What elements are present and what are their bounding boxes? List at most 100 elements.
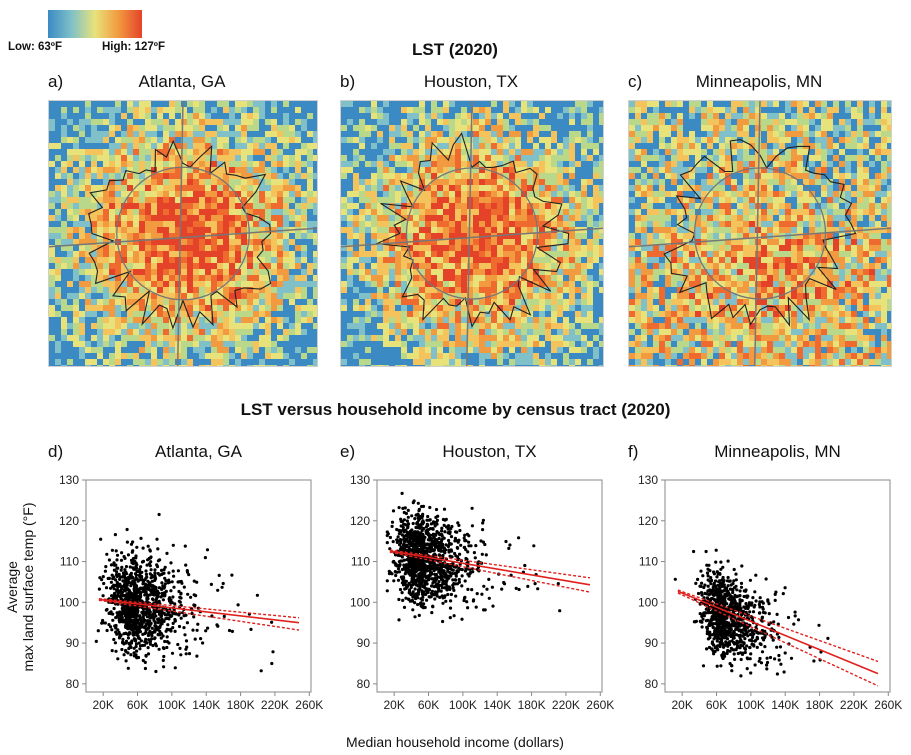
map-cell: [587, 365, 593, 366]
map-cell: [247, 275, 253, 281]
map-cell: [473, 125, 479, 131]
map-cell: [115, 173, 121, 179]
map-cell: [677, 137, 683, 143]
map-cell: [467, 131, 473, 137]
map-cell: [241, 131, 247, 137]
map-cell: [133, 263, 139, 269]
map-cell: [791, 173, 797, 179]
map-cell: [821, 179, 827, 185]
map-cell: [383, 191, 389, 197]
map-cell: [449, 263, 455, 269]
map-cell: [707, 155, 713, 161]
map-cell: [235, 179, 241, 185]
map-cell: [235, 365, 241, 366]
map-cell: [199, 239, 205, 245]
map-cell: [629, 179, 635, 185]
map-cell: [425, 239, 431, 245]
map-cell: [133, 251, 139, 257]
map-cell: [283, 161, 289, 167]
map-cell: [761, 191, 767, 197]
map-cell: [229, 281, 235, 287]
map-cell: [61, 179, 67, 185]
map-cell: [701, 155, 707, 161]
map-cell: [557, 155, 563, 161]
map-cell: [725, 137, 731, 143]
map-cell: [521, 185, 527, 191]
map-cell: [503, 245, 509, 251]
map-cell: [313, 335, 317, 341]
city-boundary: [374, 132, 570, 328]
map-cell: [271, 299, 277, 305]
map-cell: [127, 311, 133, 317]
map-cell: [431, 347, 437, 353]
map-cell: [569, 161, 575, 167]
map-cell: [97, 119, 103, 125]
map-cell: [145, 305, 151, 311]
map-cell: [49, 167, 55, 173]
map-cell: [479, 131, 485, 137]
map-cell: [341, 239, 347, 245]
map-cell: [277, 209, 283, 215]
map-cell: [73, 341, 79, 347]
map-cell: [503, 167, 509, 173]
map-cell: [175, 119, 181, 125]
map-cell: [695, 119, 701, 125]
map-cell: [247, 353, 253, 359]
map-cell: [383, 203, 389, 209]
map-cell: [277, 239, 283, 245]
map-cell: [659, 137, 665, 143]
map-cell: [253, 311, 259, 317]
map-cell: [653, 107, 659, 113]
map-cell: [73, 113, 79, 119]
map-cell: [803, 131, 809, 137]
map-cell: [413, 293, 419, 299]
map-cell: [181, 107, 187, 113]
map-cell: [307, 287, 313, 293]
map-cell: [641, 185, 647, 191]
map-cell: [295, 221, 301, 227]
map-cell: [407, 365, 413, 366]
map-cell: [479, 185, 485, 191]
map-cell: [55, 203, 61, 209]
map-cell: [341, 131, 347, 137]
map-cell: [217, 137, 223, 143]
map-cell: [527, 185, 533, 191]
map-cell: [259, 179, 265, 185]
map-cell: [97, 275, 103, 281]
map-cell: [485, 347, 491, 353]
map-cell: [313, 209, 317, 215]
map-cell: [509, 197, 515, 203]
map-cell: [821, 107, 827, 113]
map-cell: [353, 161, 359, 167]
map-cell: [151, 149, 157, 155]
map-cell: [437, 143, 443, 149]
map-cell: [271, 335, 277, 341]
map-cell: [169, 245, 175, 251]
map-cell: [301, 275, 307, 281]
map-cell: [301, 161, 307, 167]
map-cell: [187, 167, 193, 173]
map-cell: [425, 251, 431, 257]
map-cell: [383, 341, 389, 347]
map-cell: [827, 215, 833, 221]
map-cell: [211, 173, 217, 179]
map-cell: [395, 179, 401, 185]
map-cell: [199, 173, 205, 179]
map-cell: [313, 197, 317, 203]
map-cell: [235, 119, 241, 125]
map-cell: [229, 173, 235, 179]
map-cell: [575, 119, 581, 125]
map-cell: [551, 179, 557, 185]
map-cell: [181, 173, 187, 179]
map-cell: [389, 365, 395, 366]
map-cell: [485, 119, 491, 125]
map-cell: [509, 281, 515, 287]
map-cell: [347, 293, 353, 299]
map-cell: [301, 299, 307, 305]
map-cell: [133, 137, 139, 143]
map-cell: [109, 173, 115, 179]
map-cell: [289, 329, 295, 335]
map-cell: [407, 215, 413, 221]
map-cell: [845, 137, 851, 143]
map-cell: [55, 353, 61, 359]
